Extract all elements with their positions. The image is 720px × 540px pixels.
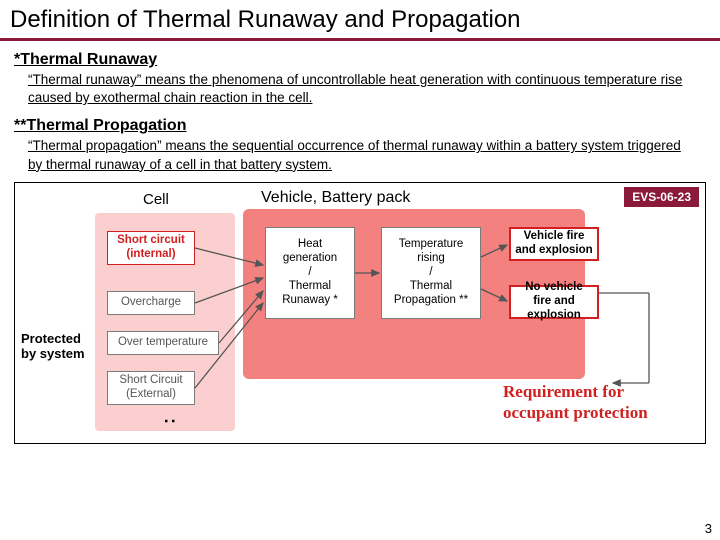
pack-label: Vehicle, Battery pack (261, 189, 410, 207)
page-number: 3 (705, 521, 712, 536)
node-no-fire: No vehicle fire and explosion (509, 285, 599, 319)
evs-badge: EVS-06-23 (624, 187, 699, 207)
node-heat-generation: Heat generation / Thermal Runaway * (265, 227, 355, 319)
node-vehicle-fire: Vehicle fire and explosion (509, 227, 599, 261)
section-thermal-runaway: *Thermal Runaway “Thermal runaway” means… (0, 41, 720, 107)
body-runaway: “Thermal runaway” means the phenomena of… (14, 71, 706, 107)
body-propagation: “Thermal propagation” means the sequenti… (14, 137, 706, 173)
diagram-container: EVS-06-23 Cell Vehicle, Battery pack Sho… (14, 182, 706, 444)
node-overcharge: Overcharge (107, 291, 195, 315)
node-short-external: Short Circuit (External) (107, 371, 195, 405)
node-temp-rising: Temperature rising / Thermal Propagation… (381, 227, 481, 319)
dots-icon: : (160, 418, 181, 425)
node-short-internal: Short circuit (internal) (107, 231, 195, 265)
section-thermal-propagation: **Thermal Propagation “Thermal propagati… (0, 107, 720, 173)
cell-label: Cell (143, 191, 169, 208)
heading-propagation: **Thermal Propagation (14, 117, 706, 135)
protected-label: Protected by system (21, 331, 91, 361)
heading-runaway: *Thermal Runaway (14, 51, 706, 69)
page-title: Definition of Thermal Runaway and Propag… (0, 0, 720, 41)
requirement-label: Requirement for occupant protection (503, 381, 693, 424)
node-over-temp: Over temperature (107, 331, 219, 355)
